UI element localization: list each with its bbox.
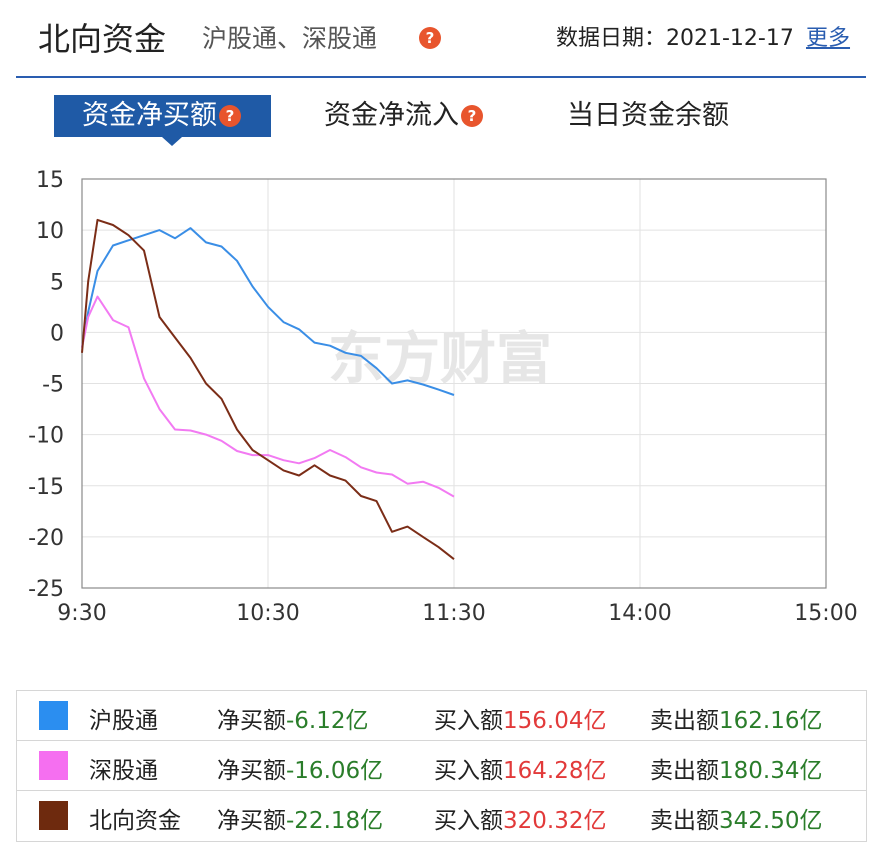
legend-swatch bbox=[39, 701, 68, 730]
net-buy-label: 净买额 bbox=[217, 808, 286, 834]
table-row: 沪股通 净买额-6.12亿 买入额156.04亿 卖出额162.16亿 bbox=[17, 691, 866, 741]
buy-label: 买入额 bbox=[434, 808, 503, 834]
buy-label: 买入额 bbox=[434, 708, 503, 734]
summary-table: 沪股通 净买额-6.12亿 买入额156.04亿 卖出额162.16亿 深股通 … bbox=[16, 690, 867, 842]
y-axis-ticks: 15 10 5 0 -5 -10 -15 -20 -25 bbox=[28, 168, 64, 602]
net-buy-value: -22.18亿 bbox=[286, 808, 384, 834]
buy-cell: 买入额164.28亿 bbox=[434, 751, 606, 785]
header: 北向资金 沪股通、深股通 ? 数据日期：2021-12-17 更多 bbox=[0, 0, 884, 78]
y-tick-label: 10 bbox=[36, 219, 64, 244]
header-divider bbox=[16, 76, 866, 78]
net-buy-chart: 东方财富 15 10 5 0 -5 -10 -15 -20 -25 9:30 10:30 11:30… bbox=[28, 168, 858, 626]
watermark: 东方财富 bbox=[328, 327, 552, 392]
net-buy-cell: 净买额-22.18亿 bbox=[217, 801, 383, 835]
sell-value: 180.34亿 bbox=[719, 758, 823, 784]
buy-value: 164.28亿 bbox=[503, 758, 607, 784]
x-tick-label: 15:00 bbox=[794, 601, 857, 626]
x-tick-label: 14:00 bbox=[608, 601, 671, 626]
sell-value: 162.16亿 bbox=[719, 708, 823, 734]
sell-label: 卖出额 bbox=[650, 758, 719, 784]
net-buy-cell: 净买额-6.12亿 bbox=[217, 701, 369, 735]
buy-value: 156.04亿 bbox=[503, 708, 607, 734]
buy-cell: 买入额156.04亿 bbox=[434, 701, 606, 735]
x-tick-label: 10:30 bbox=[236, 601, 299, 626]
legend-swatch bbox=[39, 751, 68, 780]
more-link[interactable]: 更多 bbox=[806, 26, 851, 51]
x-axis-ticks: 9:30 10:30 11:30 14:00 15:00 bbox=[57, 601, 857, 626]
help-icon[interactable]: ? bbox=[419, 27, 441, 49]
x-tick-label: 9:30 bbox=[57, 601, 106, 626]
tab-net-inflow-label: 资金净流入 bbox=[324, 100, 459, 131]
y-tick-label: 5 bbox=[50, 270, 64, 295]
y-tick-label: 15 bbox=[36, 168, 64, 193]
tab-net-buy-label: 资金净买额 bbox=[82, 100, 217, 131]
legend-swatch bbox=[39, 801, 68, 830]
help-icon[interactable]: ? bbox=[461, 105, 483, 127]
page-subtitle: 沪股通、深股通 bbox=[202, 24, 378, 53]
y-tick-label: -5 bbox=[42, 373, 64, 398]
net-buy-value: -16.06亿 bbox=[286, 758, 384, 784]
series-line bbox=[81, 218, 455, 560]
row-name: 北向资金 bbox=[89, 808, 181, 834]
y-tick-label: -10 bbox=[28, 424, 64, 449]
plot-frame bbox=[81, 178, 827, 589]
help-icon[interactable]: ? bbox=[219, 105, 241, 127]
sell-cell: 卖出额342.50亿 bbox=[650, 801, 822, 835]
buy-label: 买入额 bbox=[434, 758, 503, 784]
x-tick-label: 11:30 bbox=[422, 601, 485, 626]
table-row: 北向资金 净买额-22.18亿 买入额320.32亿 卖出额342.50亿 bbox=[17, 791, 866, 840]
tab-net-buy[interactable]: 资金净买额? bbox=[54, 95, 271, 146]
buy-cell: 买入额320.32亿 bbox=[434, 801, 606, 835]
series-line bbox=[81, 227, 455, 396]
data-date: 数据日期：2021-12-17 bbox=[556, 26, 794, 51]
page-title: 北向资金 bbox=[38, 20, 167, 58]
tab-bar: 资金净买额? 资金净流入? 当日资金余额 bbox=[0, 95, 884, 146]
y-tick-label: -15 bbox=[28, 475, 64, 500]
buy-value: 320.32亿 bbox=[503, 808, 607, 834]
sell-label: 卖出额 bbox=[650, 708, 719, 734]
sell-label: 卖出额 bbox=[650, 808, 719, 834]
sell-value: 342.50亿 bbox=[719, 808, 823, 834]
y-tick-label: -25 bbox=[28, 577, 64, 602]
tab-balance-label: 当日资金余额 bbox=[567, 100, 729, 131]
row-name: 沪股通 bbox=[89, 708, 158, 734]
row-name: 深股通 bbox=[89, 758, 158, 784]
y-tick-label: 0 bbox=[50, 321, 64, 346]
chart-series bbox=[81, 218, 455, 560]
net-buy-label: 净买额 bbox=[217, 758, 286, 784]
tab-balance[interactable]: 当日资金余额 bbox=[567, 95, 729, 137]
net-buy-cell: 净买额-16.06亿 bbox=[217, 751, 383, 785]
net-buy-label: 净买额 bbox=[217, 708, 286, 734]
sell-cell: 卖出额162.16亿 bbox=[650, 701, 822, 735]
table-row: 深股通 净买额-16.06亿 买入额164.28亿 卖出额180.34亿 bbox=[17, 741, 866, 791]
tab-net-inflow[interactable]: 资金净流入? bbox=[324, 95, 483, 137]
y-tick-label: -20 bbox=[28, 526, 64, 551]
net-buy-value: -6.12亿 bbox=[286, 708, 369, 734]
sell-cell: 卖出额180.34亿 bbox=[650, 751, 822, 785]
